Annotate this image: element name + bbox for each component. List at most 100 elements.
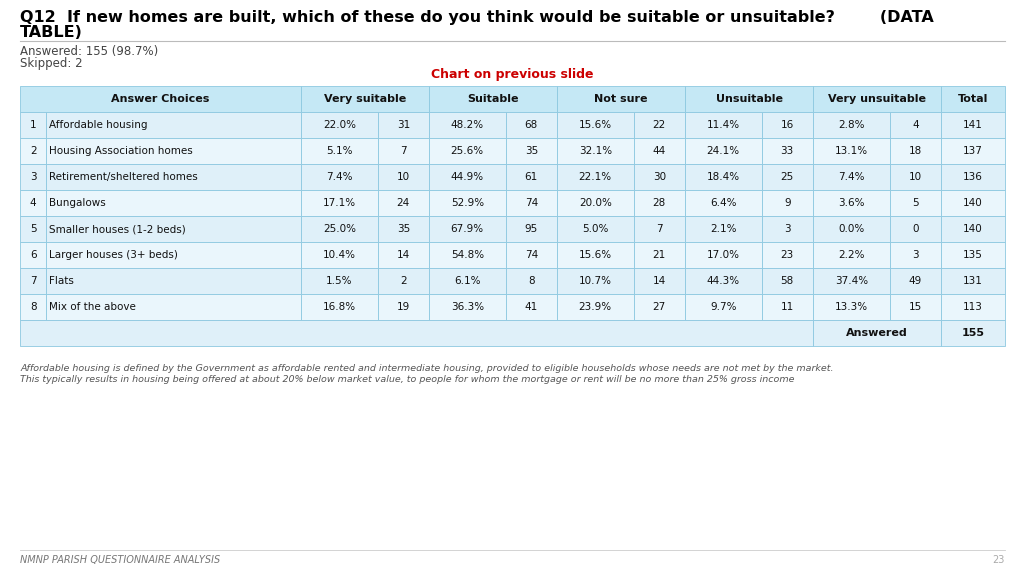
Text: 36.3%: 36.3% <box>451 302 484 312</box>
Bar <box>685 294 762 320</box>
Text: 4: 4 <box>912 120 919 130</box>
Text: 15.6%: 15.6% <box>579 120 612 130</box>
Bar <box>378 164 429 190</box>
Text: 0.0%: 0.0% <box>838 224 864 234</box>
Bar <box>557 242 634 268</box>
Bar <box>762 112 813 138</box>
Text: 28: 28 <box>652 198 666 208</box>
Bar <box>890 190 941 216</box>
Text: 2: 2 <box>400 276 407 286</box>
Text: Very suitable: Very suitable <box>324 94 407 104</box>
Text: Retirement/sheltered homes: Retirement/sheltered homes <box>49 172 199 182</box>
Bar <box>941 190 1005 216</box>
Bar <box>506 164 557 190</box>
Text: 1.5%: 1.5% <box>326 276 352 286</box>
Bar <box>685 86 813 112</box>
Bar <box>685 164 762 190</box>
Bar <box>941 112 1005 138</box>
Bar <box>634 242 685 268</box>
Bar <box>557 294 634 320</box>
Text: Answer Choices: Answer Choices <box>112 94 210 104</box>
Bar <box>301 86 429 112</box>
Text: 13.3%: 13.3% <box>835 302 867 312</box>
Bar <box>762 268 813 294</box>
Bar <box>301 268 378 294</box>
Bar <box>813 86 941 112</box>
Text: 74: 74 <box>524 198 538 208</box>
Text: 7.4%: 7.4% <box>326 172 352 182</box>
Bar <box>813 216 890 242</box>
Text: Skipped: 2: Skipped: 2 <box>20 57 83 70</box>
Text: 68: 68 <box>524 120 538 130</box>
Text: 5: 5 <box>912 198 919 208</box>
Bar <box>762 138 813 164</box>
Bar <box>429 242 506 268</box>
Bar <box>301 294 378 320</box>
Text: 27: 27 <box>652 302 666 312</box>
Text: Flats: Flats <box>49 276 75 286</box>
Text: 22.0%: 22.0% <box>323 120 355 130</box>
Bar <box>378 112 429 138</box>
Bar <box>941 320 1005 346</box>
Bar <box>941 294 1005 320</box>
Text: 33: 33 <box>780 146 794 156</box>
Text: TABLE): TABLE) <box>20 25 83 40</box>
Text: 16: 16 <box>780 120 794 130</box>
Bar <box>46 294 301 320</box>
Bar <box>557 216 634 242</box>
Text: NMNP PARISH QUESTIONNAIRE ANALYSIS: NMNP PARISH QUESTIONNAIRE ANALYSIS <box>20 555 220 565</box>
Bar <box>557 268 634 294</box>
Text: 37.4%: 37.4% <box>835 276 867 286</box>
Text: 7: 7 <box>400 146 407 156</box>
Bar <box>557 164 634 190</box>
Bar <box>429 138 506 164</box>
Bar <box>506 112 557 138</box>
Bar <box>378 216 429 242</box>
Text: 136: 136 <box>963 172 983 182</box>
Text: 0: 0 <box>912 224 919 234</box>
Text: 58: 58 <box>780 276 794 286</box>
Text: 11: 11 <box>780 302 794 312</box>
Text: 13.1%: 13.1% <box>835 146 867 156</box>
Bar <box>941 242 1005 268</box>
Text: 131: 131 <box>963 276 983 286</box>
Text: 2: 2 <box>30 146 37 156</box>
Text: 32.1%: 32.1% <box>579 146 612 156</box>
Text: 44.3%: 44.3% <box>707 276 739 286</box>
Text: 17.0%: 17.0% <box>707 250 739 260</box>
Text: 5.0%: 5.0% <box>582 224 608 234</box>
Bar <box>557 190 634 216</box>
Text: Total: Total <box>957 94 988 104</box>
Bar <box>20 190 46 216</box>
Bar <box>890 216 941 242</box>
Text: 22.1%: 22.1% <box>579 172 612 182</box>
Text: 15.6%: 15.6% <box>579 250 612 260</box>
Bar <box>685 138 762 164</box>
Bar <box>20 86 301 112</box>
Text: 3: 3 <box>784 224 791 234</box>
Text: 18.4%: 18.4% <box>707 172 739 182</box>
Text: 67.9%: 67.9% <box>451 224 484 234</box>
Bar <box>429 268 506 294</box>
Bar <box>429 86 557 112</box>
Text: 21: 21 <box>652 250 666 260</box>
Text: Affordable housing: Affordable housing <box>49 120 147 130</box>
Bar <box>46 112 301 138</box>
Bar <box>46 242 301 268</box>
Text: 16.8%: 16.8% <box>323 302 356 312</box>
Bar <box>941 216 1005 242</box>
Bar <box>685 190 762 216</box>
Bar <box>46 138 301 164</box>
Text: Very unsuitable: Very unsuitable <box>828 94 926 104</box>
Text: 6.1%: 6.1% <box>454 276 480 286</box>
Bar <box>890 138 941 164</box>
Bar <box>685 112 762 138</box>
Bar <box>557 112 634 138</box>
Text: 14: 14 <box>396 250 410 260</box>
Bar <box>506 216 557 242</box>
Text: Larger houses (3+ beds): Larger houses (3+ beds) <box>49 250 178 260</box>
Text: Housing Association homes: Housing Association homes <box>49 146 194 156</box>
Bar <box>378 138 429 164</box>
Text: 61: 61 <box>524 172 538 182</box>
Bar <box>506 294 557 320</box>
